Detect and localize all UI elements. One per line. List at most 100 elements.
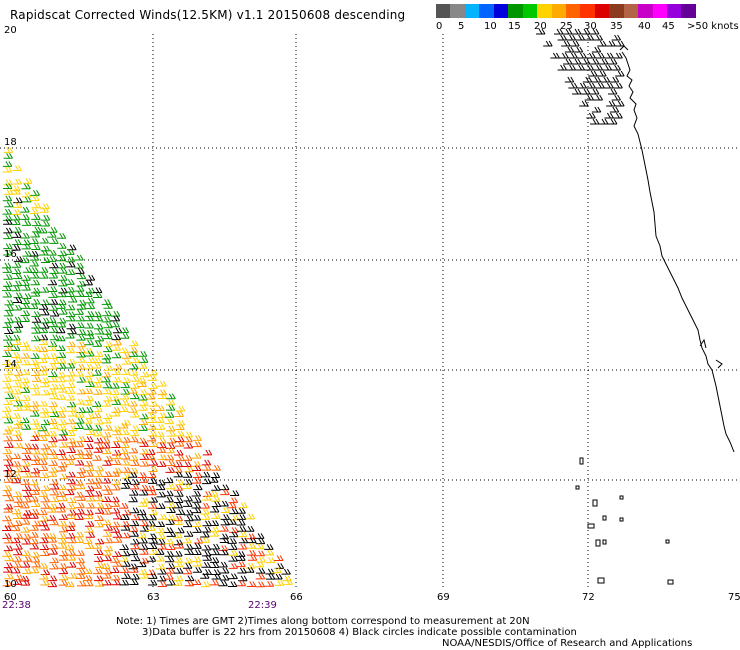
wind-barb xyxy=(93,406,103,413)
wind-barb xyxy=(219,500,229,507)
wind-barb xyxy=(30,489,40,495)
legend-label: 0 xyxy=(436,21,443,32)
wind-barb xyxy=(75,398,85,405)
wind-barb xyxy=(591,46,602,53)
wind-barb xyxy=(76,495,86,501)
wind-barb xyxy=(119,502,129,509)
wind-barb xyxy=(2,525,12,531)
wind-barb xyxy=(3,435,13,442)
wind-barb xyxy=(11,460,22,467)
wind-barb xyxy=(219,537,230,544)
wind-barb xyxy=(191,556,202,562)
wind-barb xyxy=(166,514,176,521)
wind-barb xyxy=(84,580,94,587)
wind-barb xyxy=(49,310,60,317)
wind-barb xyxy=(165,567,175,574)
wind-barb xyxy=(2,515,12,522)
wind-barb xyxy=(12,513,23,519)
wind-barb xyxy=(13,256,24,262)
wind-barb xyxy=(12,326,22,333)
wind-barb xyxy=(128,351,139,357)
wind-barb xyxy=(3,417,14,424)
wind-barb xyxy=(40,214,51,221)
wind-barb xyxy=(48,321,58,328)
wind-barb xyxy=(4,328,14,334)
wind-barb xyxy=(147,533,158,540)
wind-barb xyxy=(3,341,14,347)
wind-barb xyxy=(101,519,112,525)
wind-barb xyxy=(111,352,122,359)
wind-barb xyxy=(112,561,122,567)
wind-barb xyxy=(219,567,230,574)
wind-barb xyxy=(2,412,12,418)
wind-barb xyxy=(83,449,93,456)
wind-barb xyxy=(48,466,58,473)
wind-barb xyxy=(191,465,202,471)
wind-barb xyxy=(120,459,131,466)
wind-barb xyxy=(29,495,39,502)
lon-label: 63 xyxy=(147,592,160,603)
wind-barb xyxy=(255,581,266,588)
wind-barb xyxy=(102,549,112,556)
wind-barb xyxy=(11,214,21,221)
wind-barb xyxy=(156,461,167,467)
wind-barb xyxy=(21,239,31,246)
wind-barb xyxy=(102,471,112,477)
wind-barb xyxy=(11,362,21,369)
wind-barb xyxy=(166,437,177,444)
wind-barb xyxy=(148,383,158,389)
wind-barb xyxy=(164,538,174,545)
wind-barb xyxy=(273,573,283,580)
wind-barb xyxy=(2,215,13,221)
wind-barb xyxy=(110,410,121,417)
wind-barb xyxy=(57,419,67,425)
wind-barb xyxy=(56,411,67,418)
wind-barb xyxy=(591,106,602,113)
wind-barb xyxy=(112,513,123,520)
wind-barb xyxy=(139,448,149,455)
wind-barb xyxy=(66,341,76,348)
wind-barb xyxy=(83,376,93,383)
wind-barb xyxy=(20,257,30,264)
wind-barb xyxy=(21,512,31,519)
wind-barb xyxy=(220,514,231,520)
wind-barb xyxy=(38,346,48,353)
wind-barb xyxy=(12,339,22,345)
wind-barb xyxy=(22,250,32,257)
wind-barb xyxy=(228,550,239,556)
wind-barb xyxy=(11,268,22,274)
wind-barb xyxy=(85,502,96,509)
wind-barb xyxy=(94,562,105,568)
wind-barb xyxy=(184,466,194,473)
legend-swatch xyxy=(652,4,667,18)
wind-barb xyxy=(103,455,114,462)
wind-barb xyxy=(112,429,122,436)
wind-barb xyxy=(3,465,13,472)
wind-barb xyxy=(202,491,213,497)
wind-barb xyxy=(92,477,103,484)
wind-barb xyxy=(557,64,568,71)
wind-barb xyxy=(156,503,166,509)
wind-barb xyxy=(157,393,168,399)
wind-barb xyxy=(128,407,138,413)
note-line-1: Note: 1) Times are GMT 2)Times along bot… xyxy=(116,616,530,627)
wind-barb xyxy=(75,411,85,418)
wind-barb xyxy=(83,453,93,459)
wind-barb xyxy=(3,503,14,510)
wind-barb xyxy=(94,437,104,444)
wind-barb xyxy=(58,514,69,520)
wind-barb xyxy=(245,566,255,573)
wind-barb xyxy=(130,507,140,514)
wind-barb xyxy=(121,509,132,516)
wind-barb xyxy=(2,267,13,273)
wind-barb xyxy=(155,431,165,438)
wind-barb xyxy=(65,286,75,293)
wind-barb xyxy=(611,34,622,41)
wind-barb xyxy=(184,575,195,582)
legend-label: 20 xyxy=(534,21,547,32)
wind-barb xyxy=(75,573,86,579)
time-label-right: 22:39 xyxy=(248,600,277,611)
wind-barb xyxy=(165,399,176,406)
wind-barb xyxy=(30,410,40,417)
wind-barb xyxy=(120,514,130,520)
